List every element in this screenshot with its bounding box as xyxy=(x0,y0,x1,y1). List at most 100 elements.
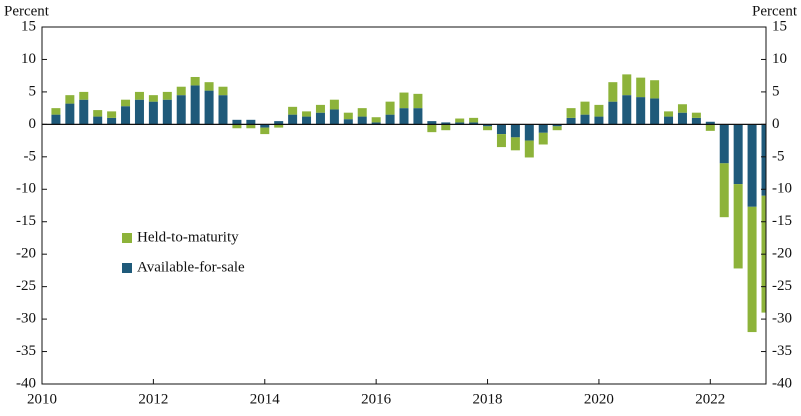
bar-segment xyxy=(691,117,701,125)
bar-segment xyxy=(510,124,520,138)
x-tick-label: 2014 xyxy=(250,391,281,407)
bar-segment xyxy=(385,101,395,115)
bar-segment xyxy=(399,92,409,109)
bar-segment xyxy=(218,95,228,125)
bars xyxy=(51,74,766,333)
bar-segment xyxy=(608,82,618,102)
bar-segment xyxy=(719,163,729,218)
bar-segment xyxy=(455,122,465,125)
bar-segment xyxy=(51,114,61,125)
bar-segment xyxy=(162,91,172,100)
bar-segment xyxy=(176,86,186,96)
x-tick-label: 2018 xyxy=(473,391,503,407)
bar-segment xyxy=(302,116,312,125)
bar-segment xyxy=(650,98,660,125)
bar-segment xyxy=(469,122,479,125)
y-tick-label-right: 5 xyxy=(772,83,780,99)
bar-segment xyxy=(705,124,715,131)
bar-segment xyxy=(552,124,562,127)
bar-segment xyxy=(566,108,576,118)
y-tick-label-right: -30 xyxy=(772,311,792,327)
bar-segment xyxy=(664,111,674,117)
legend-label: Available-for-sale xyxy=(137,259,245,275)
y-tick-label-right: 0 xyxy=(772,116,780,132)
bar-segment xyxy=(761,124,766,196)
bar-segment xyxy=(65,95,75,104)
y-tick-label-left: 0 xyxy=(29,116,37,132)
x-tick-label: 2012 xyxy=(138,391,168,407)
x-tick-label: 2016 xyxy=(361,391,392,407)
bar-segment xyxy=(79,99,89,125)
bar-segment xyxy=(107,117,117,125)
bar-segment xyxy=(93,116,103,125)
bar-segment xyxy=(441,124,451,131)
bar-segment xyxy=(190,76,200,86)
bar-segment xyxy=(399,108,409,125)
y-tick-label-left: -5 xyxy=(24,148,37,164)
bar-segment xyxy=(455,118,465,123)
bar-segment xyxy=(705,121,715,125)
bar-segment xyxy=(232,119,242,125)
bar-segment xyxy=(134,91,144,100)
y-tick-label-left: -30 xyxy=(16,311,36,327)
bar-segment xyxy=(65,103,75,125)
bar-segment xyxy=(733,184,743,269)
y-tick-label-right: -10 xyxy=(772,181,792,197)
bar-segment xyxy=(636,77,646,98)
bar-segment xyxy=(594,116,604,125)
bar-segment xyxy=(176,95,186,125)
bar-segment xyxy=(232,124,242,129)
bar-segment xyxy=(538,124,548,133)
bar-segment xyxy=(524,124,534,141)
bar-segment xyxy=(134,99,144,125)
bar-segment xyxy=(121,106,131,125)
bar-segment xyxy=(385,114,395,125)
y-tick-label-left: -20 xyxy=(16,246,36,262)
bar-segment xyxy=(524,140,534,158)
bar-segment xyxy=(288,106,298,115)
bar-segment xyxy=(608,101,618,125)
bar-segment xyxy=(204,90,214,125)
bar-segment xyxy=(204,82,214,91)
bar-segment xyxy=(121,99,131,107)
bar-segment xyxy=(747,206,757,333)
bar-segment xyxy=(148,101,158,125)
bar-segment xyxy=(622,95,632,125)
bar-segment xyxy=(357,116,367,125)
plot-frame xyxy=(41,26,767,385)
bar-segment xyxy=(427,124,437,133)
bar-segment xyxy=(677,104,687,113)
bar-segment xyxy=(218,86,228,96)
bar-segment xyxy=(260,127,270,135)
y-tick-label-left: 15 xyxy=(21,18,36,34)
y-tick-label-right: 10 xyxy=(772,51,787,67)
bar-segment xyxy=(413,93,423,109)
y-tick-label-right: -40 xyxy=(772,375,792,391)
bar-segment xyxy=(246,124,256,129)
bar-segment xyxy=(371,117,381,123)
y-axis-label-left: Percent xyxy=(4,3,50,19)
bar-segment xyxy=(427,121,437,125)
bar-segment xyxy=(664,116,674,125)
legend-swatch xyxy=(122,263,132,273)
bar-segment xyxy=(538,132,548,145)
bar-segment xyxy=(371,122,381,125)
bar-segment xyxy=(274,121,284,125)
bar-segment xyxy=(650,80,660,99)
y-tick-label-right: -25 xyxy=(772,278,792,294)
bar-segment xyxy=(594,104,604,117)
bar-segment xyxy=(566,117,576,125)
y-tick-label-right: -20 xyxy=(772,246,792,262)
x-tick-label: 2010 xyxy=(27,391,57,407)
bar-segment xyxy=(190,85,200,125)
y-tick-label-right: 15 xyxy=(772,18,787,34)
bar-segment xyxy=(719,124,729,164)
y-axis-label-right: Percent xyxy=(752,3,798,19)
y-tick-label-right: -15 xyxy=(772,213,792,229)
bar-segment xyxy=(357,108,367,117)
bar-segment xyxy=(315,104,325,113)
bar-segment xyxy=(677,112,687,125)
bar-segment xyxy=(580,114,590,125)
bar-segment xyxy=(79,91,89,100)
